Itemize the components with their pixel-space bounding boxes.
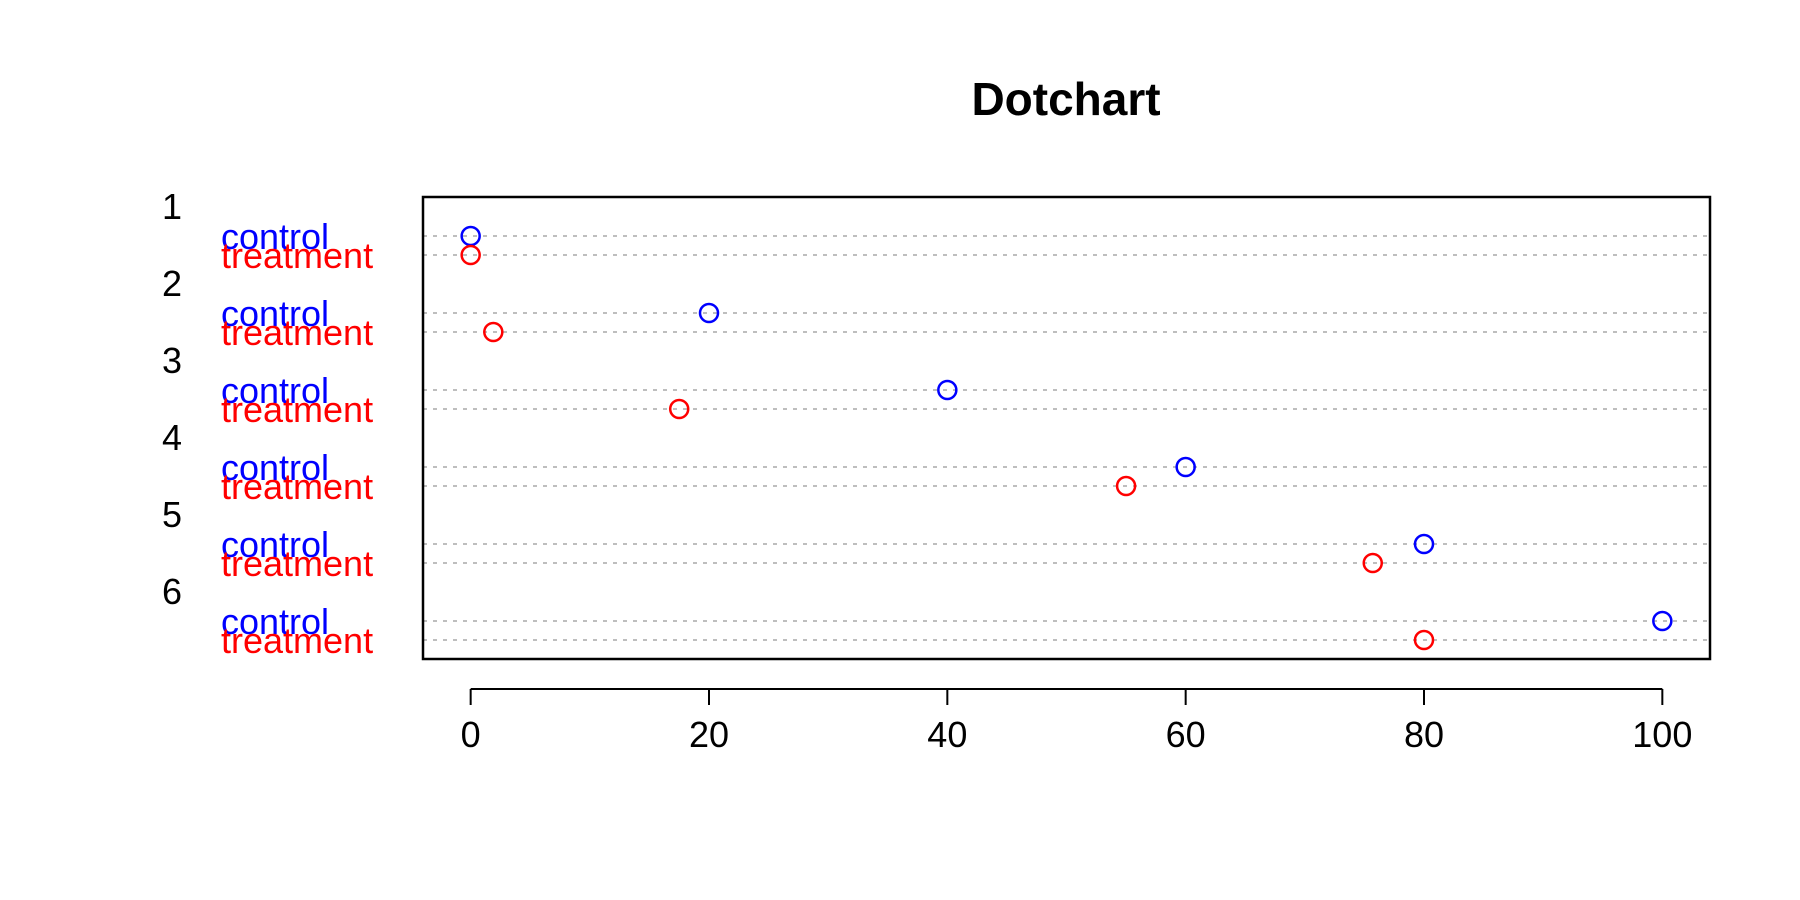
row-label: control — [221, 601, 329, 642]
row-label: treatment — [221, 620, 373, 661]
data-point — [1413, 629, 1435, 651]
row-label: treatment — [221, 543, 373, 584]
data-point — [1175, 456, 1196, 478]
row-labels: 1controltreatment2controltreatment3contr… — [162, 186, 373, 661]
data-point — [1652, 610, 1673, 632]
group-label: 5 — [162, 494, 182, 535]
row-label: treatment — [221, 235, 373, 276]
data-point — [460, 244, 481, 266]
row-label: treatment — [221, 466, 373, 507]
row-label: control — [221, 447, 329, 488]
data-point — [1413, 533, 1435, 555]
x-tick-label: 0 — [461, 714, 481, 755]
data-point — [1115, 475, 1137, 497]
x-axis: 0 20 40 60 80 100 — [461, 688, 1692, 755]
chart-title: Dotchart — [971, 73, 1160, 125]
x-tick-label: 80 — [1404, 714, 1444, 755]
row-label: control — [221, 293, 329, 334]
group-label: 6 — [162, 571, 182, 612]
data-points — [460, 225, 1673, 651]
x-tick-label: 40 — [927, 714, 967, 755]
data-point — [483, 321, 504, 343]
group-label: 3 — [162, 340, 182, 381]
grid-lines — [423, 235, 1710, 641]
x-tick-label: 60 — [1166, 714, 1206, 755]
group-label: 2 — [162, 263, 182, 304]
data-point — [698, 302, 720, 324]
row-label: control — [221, 216, 329, 257]
row-label: control — [221, 370, 329, 411]
row-label: treatment — [221, 389, 373, 430]
x-tick-label: 100 — [1632, 714, 1692, 755]
data-point — [668, 398, 690, 420]
data-point — [1362, 552, 1384, 574]
plot-frame — [421, 195, 1712, 661]
data-point — [937, 379, 958, 401]
row-label: control — [221, 524, 329, 565]
group-label: 4 — [162, 417, 182, 458]
x-tick-label: 20 — [689, 714, 729, 755]
row-label: treatment — [221, 312, 373, 353]
group-label: 1 — [162, 186, 182, 227]
